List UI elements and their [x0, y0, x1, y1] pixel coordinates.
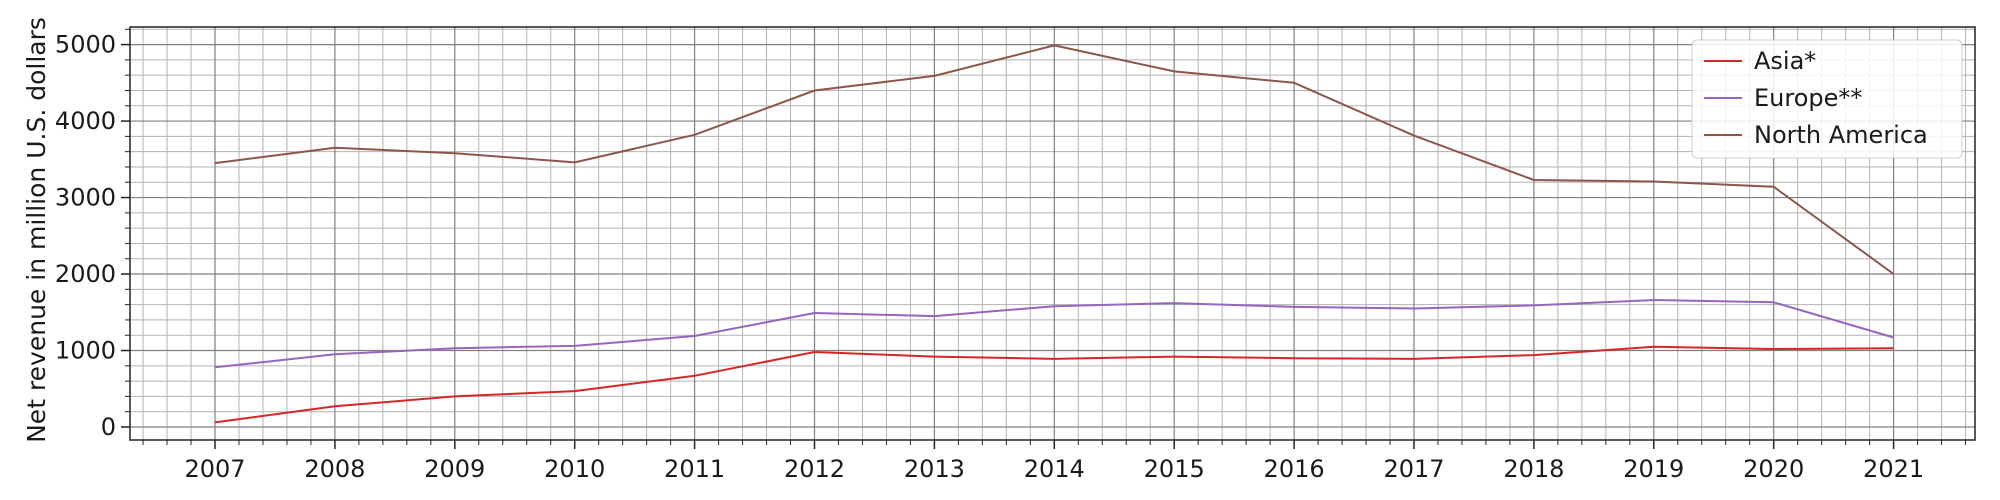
x-tick-label: 2016	[1264, 455, 1325, 483]
axis-ticks	[121, 28, 1967, 449]
series-line	[214, 345, 1894, 424]
x-tick-label: 2014	[1024, 455, 1085, 483]
legend: Asia* Europe** North America	[1691, 39, 1963, 159]
x-tick-label: 2013	[904, 455, 965, 483]
y-tick-label: 1000	[55, 337, 116, 365]
legend-box	[1691, 39, 1963, 159]
x-tick-label: 2008	[304, 455, 365, 483]
x-tick-label: 2011	[664, 455, 725, 483]
series-lines	[214, 44, 1895, 424]
plot-frame	[129, 26, 1976, 441]
x-tick-label: 2009	[424, 455, 485, 483]
y-tick-label: 3000	[55, 184, 116, 212]
x-tick-label: 2015	[1144, 455, 1205, 483]
y-axis-title: Net revenue in million U.S. dollars	[22, 17, 51, 443]
x-axis-tick-labels: 2007 2008 2009 2010 2011 2012 2013 2014 2015 2016…	[184, 455, 1924, 483]
x-tick-label: 2019	[1623, 455, 1684, 483]
y-tick-label: 0	[101, 413, 116, 441]
major-grid	[130, 27, 1975, 440]
legend-label: North America	[1754, 121, 1928, 149]
x-tick-label: 2007	[184, 455, 245, 483]
x-tick-label: 2020	[1743, 455, 1804, 483]
x-tick-label: 2010	[544, 455, 605, 483]
x-tick-label: 2017	[1383, 455, 1444, 483]
x-tick-label: 2012	[784, 455, 845, 483]
y-tick-label: 4000	[55, 107, 116, 135]
y-axis-tick-labels: 0 1000 2000 3000 4000 5000	[55, 31, 116, 441]
x-tick-label: 2021	[1863, 455, 1924, 483]
y-tick-label: 5000	[55, 31, 116, 59]
legend-label: Asia*	[1754, 47, 1816, 75]
series-line	[214, 44, 1895, 275]
x-tick-label: 2018	[1503, 455, 1564, 483]
legend-label: Europe**	[1754, 84, 1862, 112]
y-tick-label: 2000	[55, 260, 116, 288]
series-line	[214, 299, 1894, 369]
